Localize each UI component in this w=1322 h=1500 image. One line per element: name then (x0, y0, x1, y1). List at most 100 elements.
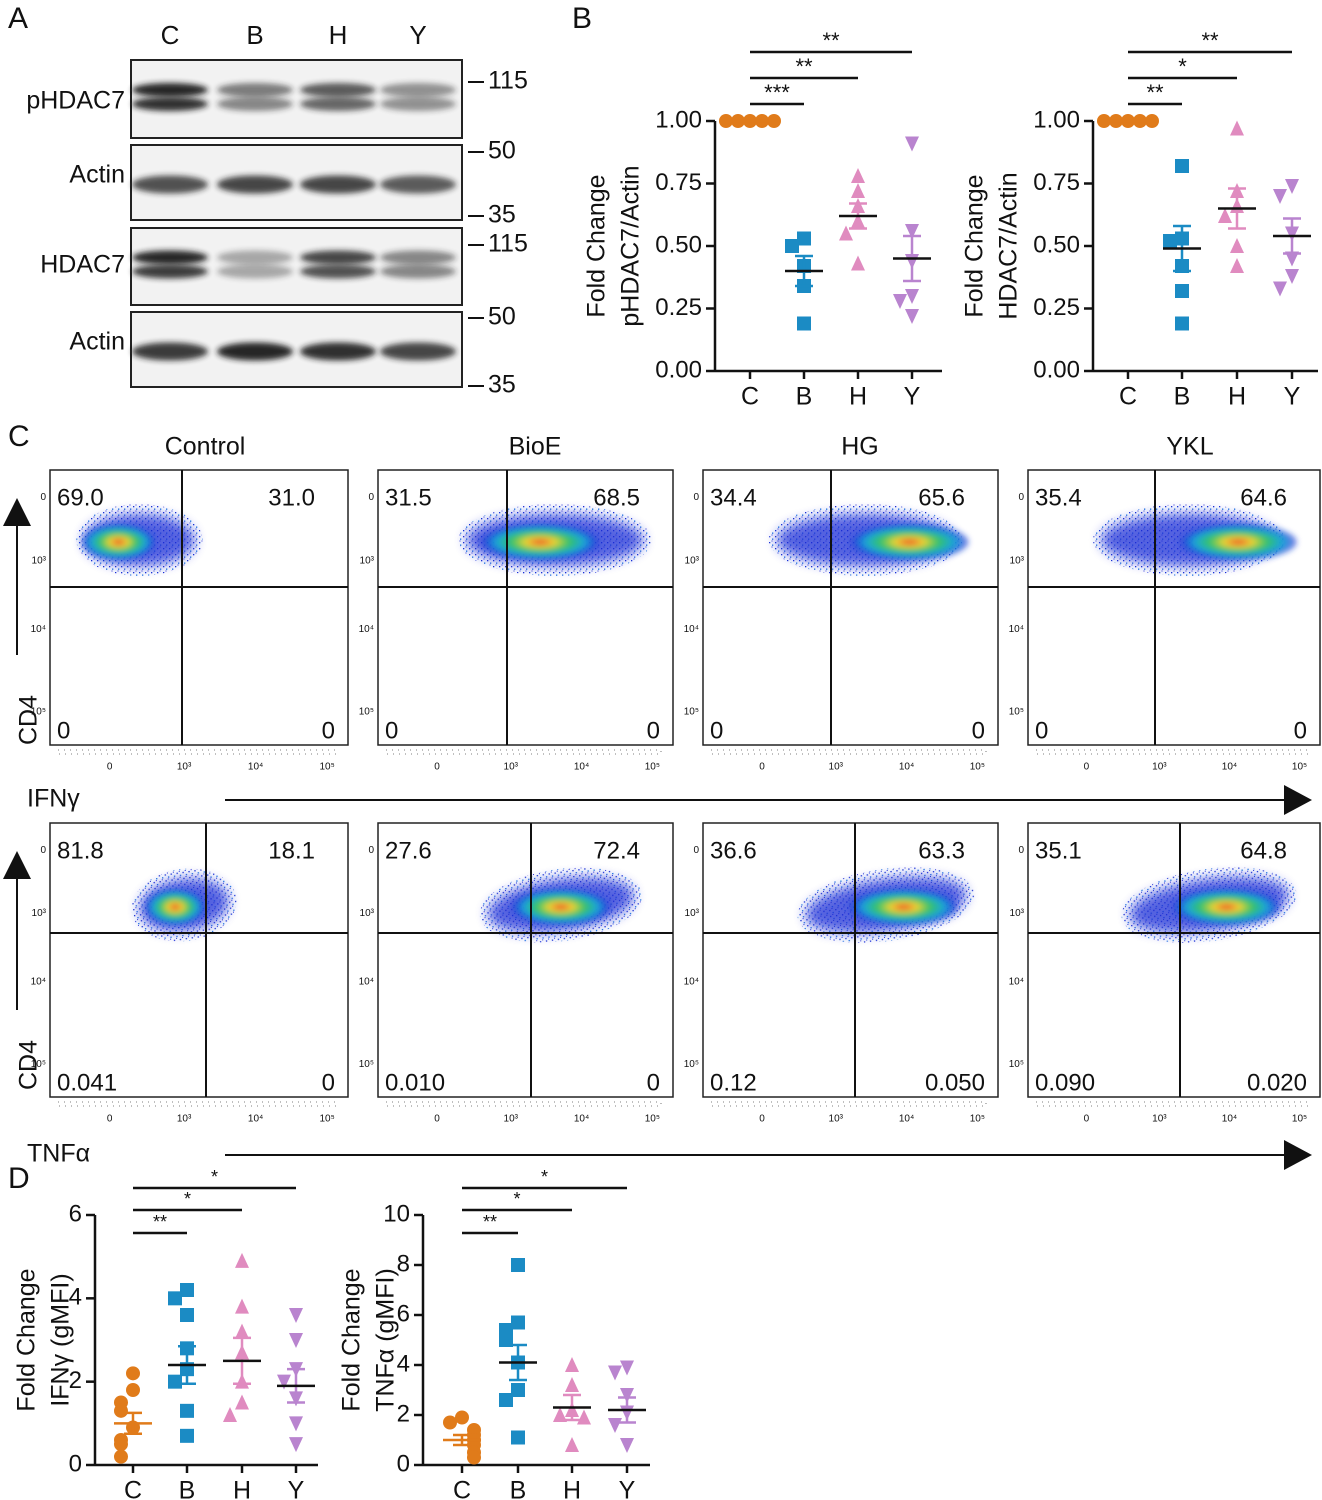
data-point (1163, 234, 1177, 248)
x-tick-label: 0 (434, 1114, 440, 1125)
data-point (1175, 316, 1189, 331)
panel-label: B (572, 2, 592, 35)
blot-band (217, 97, 293, 111)
data-point (1218, 208, 1232, 223)
data-point (608, 1365, 622, 1381)
quadrant-value: 64.6 (1240, 484, 1287, 511)
column-title: Control (165, 433, 246, 461)
data-point (851, 168, 865, 183)
data-point (1097, 114, 1111, 128)
x-tick-label: H (849, 383, 867, 411)
axis-ticks (385, 1101, 662, 1107)
cell-density-core (511, 889, 611, 925)
axis-ticks (385, 749, 662, 755)
data-point (785, 239, 799, 253)
x-tick-label: 10⁴ (899, 762, 914, 773)
significance-label: ** (1146, 80, 1164, 105)
data-point (620, 1388, 634, 1403)
data-point (235, 1298, 249, 1314)
y-axis-label: HDAC7/Actin (995, 172, 1023, 319)
y-tick-label: 10⁵ (31, 707, 46, 718)
y-tick-label: 0 (69, 1450, 82, 1477)
quadrant-value: 0 (57, 717, 70, 744)
x-tick-label: 10⁵ (319, 1114, 334, 1125)
quadrant-value: 0 (647, 1069, 660, 1096)
x-tick-label: 10³ (1152, 762, 1167, 773)
y-tick-label: 0 (40, 845, 46, 856)
blot-band (300, 83, 376, 97)
quadrant-value: 69.0 (57, 484, 104, 511)
y-tick-label: 10³ (1010, 908, 1025, 919)
blot-band (380, 250, 456, 265)
y-tick-label: 2 (397, 1400, 410, 1427)
quadrant-value: 63.3 (918, 837, 965, 864)
data-point (851, 183, 865, 198)
y-axis-label: pHDAC7/Actin (617, 165, 645, 326)
significance-label: * (541, 1167, 548, 1187)
arrow-head (3, 851, 31, 879)
data-point (499, 1333, 513, 1347)
x-axis-label: TNFα (27, 1140, 90, 1168)
y-tick-label: 10³ (32, 555, 47, 566)
blot-band (380, 264, 456, 279)
blot-band (132, 83, 208, 97)
data-point (511, 1383, 525, 1397)
y-tick-label: 10³ (360, 908, 375, 919)
data-point (767, 114, 781, 128)
data-point (511, 1258, 525, 1272)
x-tick-label: C (741, 383, 759, 411)
y-tick-label: 0.50 (1033, 231, 1080, 258)
blot-band (217, 342, 293, 361)
y-axis-label: Fold Change (338, 1268, 366, 1411)
x-tick-label: 10⁵ (645, 1114, 660, 1125)
data-point (851, 255, 865, 271)
y-tick-label: 0.00 (655, 356, 702, 383)
blot-band (380, 97, 456, 111)
y-tick-label: 0 (1018, 492, 1024, 503)
data-point (114, 1437, 128, 1452)
significance-label: * (1178, 54, 1187, 79)
axis-ticks (1035, 749, 1309, 755)
quadrant-value: 0 (710, 717, 723, 744)
blot-band (380, 342, 456, 361)
blot-band (380, 83, 456, 97)
panel-label: D (8, 1162, 30, 1195)
arrow-head (1284, 785, 1312, 815)
significance-label: ** (795, 54, 813, 79)
data-point (289, 1416, 303, 1432)
data-point (511, 1430, 525, 1445)
y-tick-label: 0 (1018, 845, 1024, 856)
data-point (839, 225, 853, 241)
significance-label: * (184, 1189, 191, 1209)
data-point (180, 1403, 194, 1418)
y-tick-label: 10⁴ (1009, 624, 1024, 635)
flow-plot-frame (377, 822, 674, 1098)
panel-label: A (8, 2, 28, 35)
y-tick-label: 4 (397, 1350, 410, 1377)
quadrant-value: 0 (647, 717, 660, 744)
data-point (180, 1283, 194, 1297)
data-point (565, 1357, 579, 1372)
x-tick-label: 0 (107, 1114, 113, 1125)
y-tick-label: 10⁴ (684, 977, 699, 988)
x-tick-label: 0 (107, 762, 113, 773)
quadrant-value: 81.8 (57, 837, 104, 864)
data-point (168, 1374, 182, 1389)
blot-band (132, 250, 208, 265)
significance-label: * (513, 1189, 520, 1209)
x-tick-label: 10³ (1152, 1114, 1167, 1125)
data-point (620, 1438, 634, 1453)
y-tick-label: 0.25 (655, 294, 702, 321)
y-tick-label: 10³ (32, 908, 47, 919)
data-point (797, 316, 811, 331)
blot-band (217, 175, 293, 194)
data-point (553, 1407, 567, 1422)
cell-density-core (849, 889, 958, 925)
x-tick-label: 0 (1084, 1114, 1090, 1125)
quadrant-value: 31.5 (385, 484, 432, 511)
y-tick-label: 0 (40, 492, 46, 503)
x-tick-label: 10⁵ (319, 762, 334, 773)
x-tick-label: 10⁵ (970, 762, 985, 773)
